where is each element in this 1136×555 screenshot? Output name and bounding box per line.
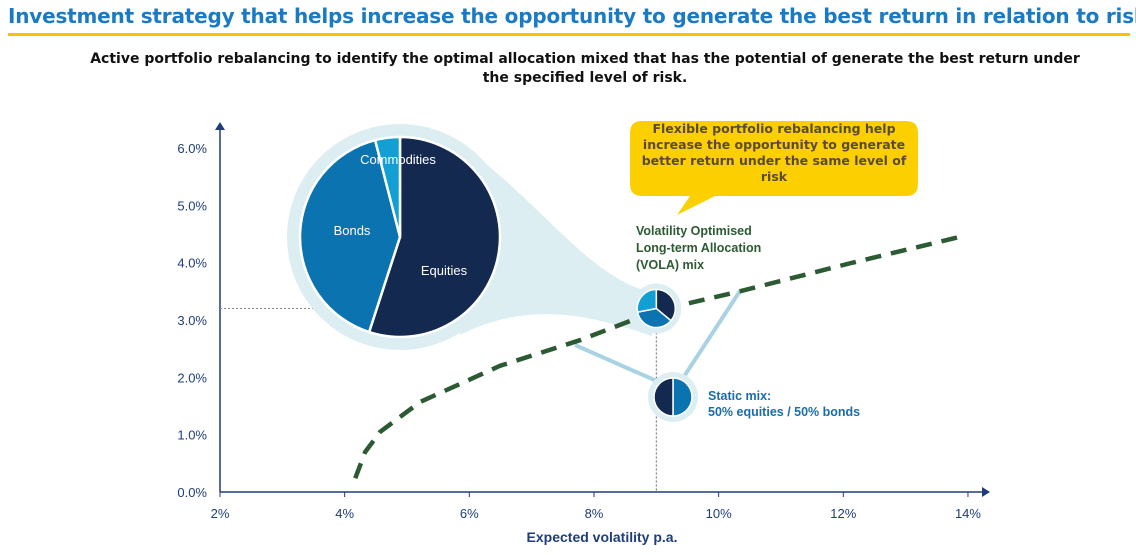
y-tick-label: 0.0% [177, 485, 207, 500]
x-tick-label: 2% [211, 506, 230, 521]
x-axis-arrow [982, 487, 990, 497]
y-tick-label: 3.0% [177, 313, 207, 328]
zoom-pie-label: Commodities [360, 152, 436, 167]
static-mix-label-line: 50% equities / 50% bonds [708, 405, 861, 419]
x-axis-label: Expected volatility p.a. [527, 529, 678, 545]
callout-text: Flexible portfolio rebalancing help incr… [641, 121, 907, 184]
vola-pie-slice-equities [655, 288, 677, 322]
y-tick-label: 1.0% [177, 428, 207, 443]
y-tick-label: 5.0% [177, 198, 207, 213]
static-mix-label-line: Static mix: [708, 389, 772, 403]
callout-bubble [630, 121, 918, 215]
x-tick-label: 14% [955, 506, 981, 521]
title-underline [8, 33, 1130, 36]
static-pie-slice-equities [653, 377, 674, 417]
efficient-frontier-line [353, 234, 961, 480]
static-connector [574, 343, 669, 388]
static-connector [681, 289, 742, 380]
x-tick-label: 4% [335, 506, 354, 521]
static-pie-slice-bonds [672, 377, 693, 417]
vola-pie-slice-commodities [636, 288, 658, 313]
zoom-pie-label: Equities [421, 263, 468, 278]
x-tick-label: 8% [585, 506, 604, 521]
y-tick-label: 4.0% [177, 256, 207, 271]
zoom-pie-slice-bonds [298, 138, 402, 334]
x-tick-label: 6% [460, 506, 479, 521]
zoom-pie-slice-equities [367, 135, 502, 339]
x-tick-label: 10% [706, 506, 732, 521]
zoom-pie-label: Bonds [334, 223, 371, 238]
page-title: Investment strategy that helps increase … [8, 4, 1136, 28]
static-mix-label: Static mix: 50% equities / 50% bonds [708, 388, 860, 420]
zoom-cone [455, 140, 652, 336]
zoom-pie-slice-commodities [373, 135, 402, 238]
vola-pie-slice-bonds [636, 307, 673, 329]
y-tick-label: 2.0% [177, 370, 207, 385]
x-tick-label: 12% [830, 506, 856, 521]
y-tick-label: 6.0% [177, 141, 207, 156]
vola-label: Volatility Optimised Long-term Allocatio… [636, 224, 762, 272]
page-subtitle: Active portfolio rebalancing to identify… [90, 51, 1080, 86]
y-axis-arrow [215, 122, 225, 130]
